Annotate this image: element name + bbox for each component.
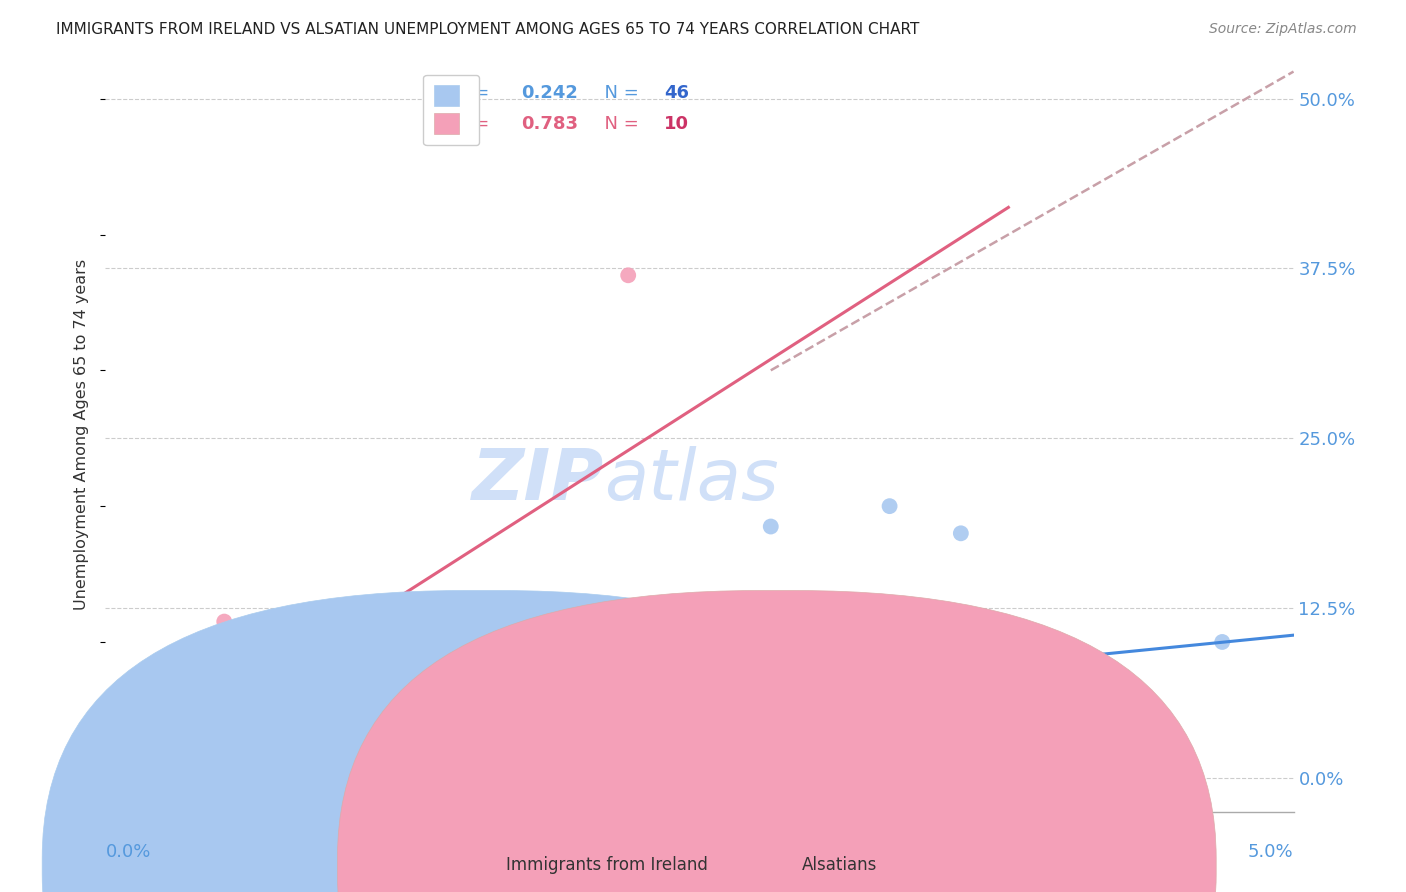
Point — [236, 732, 259, 747]
Point — [284, 740, 307, 755]
Point — [260, 737, 283, 751]
Point — [236, 740, 259, 755]
Point — [546, 740, 568, 755]
Text: 46: 46 — [664, 85, 689, 103]
Point — [380, 601, 402, 615]
Point — [166, 682, 188, 697]
Point — [356, 737, 378, 751]
Text: R =: R = — [456, 85, 495, 103]
Point — [689, 716, 711, 731]
Point — [332, 740, 354, 755]
Point — [759, 519, 782, 533]
Text: R =: R = — [456, 114, 495, 133]
Text: 5.0%: 5.0% — [1249, 843, 1294, 861]
Point — [665, 723, 688, 738]
Point — [190, 740, 212, 755]
Point — [879, 499, 901, 513]
Point — [735, 737, 758, 751]
Point — [190, 662, 212, 676]
Point — [308, 730, 330, 744]
Text: IMMIGRANTS FROM IRELAND VS ALSATIAN UNEMPLOYMENT AMONG AGES 65 TO 74 YEARS CORRE: IMMIGRANTS FROM IRELAND VS ALSATIAN UNEM… — [56, 22, 920, 37]
Text: Immigrants from Ireland: Immigrants from Ireland — [506, 856, 709, 874]
Point — [214, 615, 236, 629]
Text: 0.242: 0.242 — [522, 85, 578, 103]
Point — [332, 732, 354, 747]
Point — [142, 732, 165, 747]
Point — [807, 716, 830, 731]
Point — [214, 656, 236, 670]
Point — [129, 747, 152, 761]
Point — [380, 730, 402, 744]
Point — [617, 747, 640, 761]
Point — [273, 732, 295, 747]
Point — [711, 709, 734, 723]
Text: atlas: atlas — [605, 446, 779, 515]
Point — [118, 740, 141, 755]
Text: 0.783: 0.783 — [522, 114, 578, 133]
Point — [190, 730, 212, 744]
Point — [214, 737, 236, 751]
Point — [404, 737, 426, 751]
Text: 10: 10 — [664, 114, 689, 133]
Point — [260, 743, 283, 757]
Point — [569, 737, 592, 751]
Point — [142, 740, 165, 755]
Point — [1045, 737, 1067, 751]
Point — [284, 737, 307, 751]
Legend: , : , — [423, 75, 479, 145]
Point — [474, 716, 496, 731]
Text: ZIP: ZIP — [472, 446, 605, 515]
Point — [118, 740, 141, 755]
Text: Source: ZipAtlas.com: Source: ZipAtlas.com — [1209, 22, 1357, 37]
Point — [617, 268, 640, 283]
Point — [166, 743, 188, 757]
Point — [166, 737, 188, 751]
Text: N =: N = — [592, 85, 644, 103]
Point — [593, 732, 616, 747]
Point — [249, 730, 271, 744]
Point — [450, 723, 472, 738]
Text: Alsatians: Alsatians — [801, 856, 877, 874]
Point — [949, 526, 972, 541]
Point — [201, 737, 224, 751]
Text: 0.0%: 0.0% — [105, 843, 150, 861]
Point — [308, 737, 330, 751]
Point — [142, 675, 165, 690]
Point — [214, 730, 236, 744]
Point — [177, 669, 200, 683]
Point — [214, 740, 236, 755]
Point — [177, 732, 200, 747]
Point — [142, 696, 165, 710]
Text: N =: N = — [592, 114, 644, 133]
Point — [1211, 635, 1233, 649]
Point — [427, 740, 450, 755]
Point — [522, 737, 544, 751]
Y-axis label: Unemployment Among Ages 65 to 74 years: Unemployment Among Ages 65 to 74 years — [75, 260, 90, 610]
